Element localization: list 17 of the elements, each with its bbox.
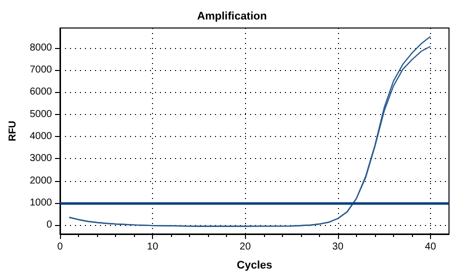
x-tick-label: 30 [332,242,344,252]
x-tick-label: 0 [57,242,64,252]
y-tick-label: 8000 [30,42,52,54]
y-tick-label: 0 [46,220,52,231]
y-tick-label: 7000 [30,64,52,76]
y-tick-label: 5000 [30,108,52,120]
y-tick-label: 3000 [30,153,52,164]
y-tick-label: 6000 [30,86,52,98]
x-axis-title: Cycles [236,260,272,272]
y-tick-label: 4000 [30,131,52,142]
x-tick-label: 10 [147,242,159,252]
x-tick-label: 20 [240,242,252,252]
x-tick-label: 40 [424,242,436,252]
y-tick-label: 1000 [30,197,52,208]
y-tick-label: 2000 [30,175,52,186]
y-axis-title: RFU [8,120,18,142]
chart-title: Amplification [197,10,268,22]
